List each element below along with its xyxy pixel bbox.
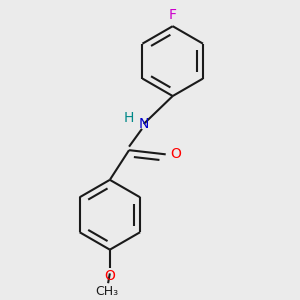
- Text: O: O: [104, 268, 115, 283]
- Text: F: F: [169, 8, 177, 22]
- Text: H: H: [124, 111, 134, 125]
- Text: N: N: [139, 117, 149, 131]
- Text: CH₃: CH₃: [95, 285, 118, 298]
- Text: O: O: [170, 147, 181, 160]
